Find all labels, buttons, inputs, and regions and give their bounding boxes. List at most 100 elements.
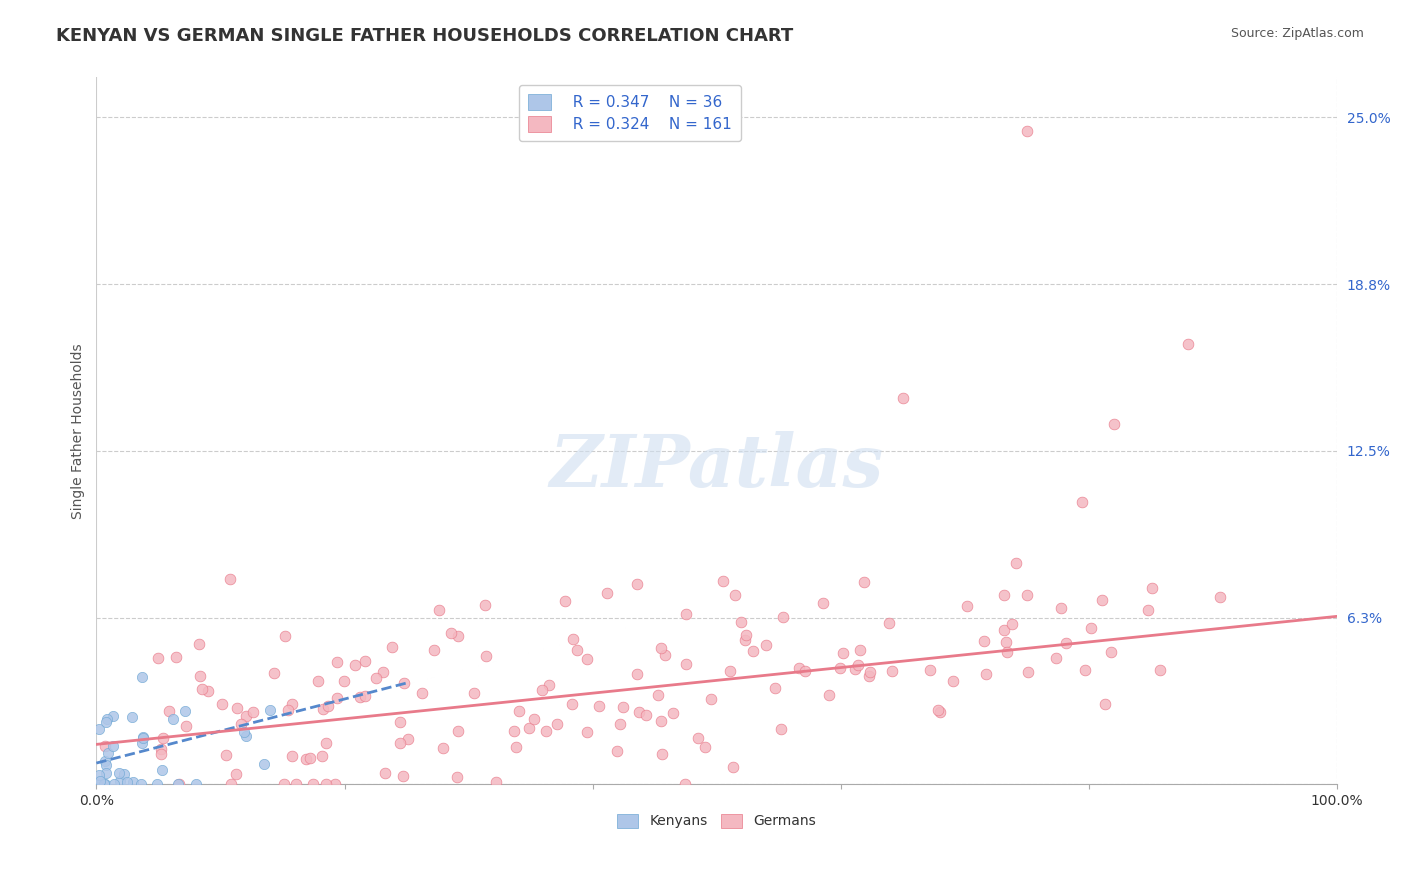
Germans	[174, 719, 197, 733]
Germans	[1050, 600, 1073, 615]
Legend: Kenyans, Germans: Kenyans, Germans	[612, 808, 821, 834]
Kenyans	[96, 712, 118, 726]
Kenyans	[112, 767, 135, 781]
Germans	[354, 689, 377, 703]
Germans	[700, 692, 723, 706]
Germans	[446, 723, 468, 738]
Text: KENYAN VS GERMAN SINGLE FATHER HOUSEHOLDS CORRELATION CHART: KENYAN VS GERMAN SINGLE FATHER HOUSEHOLD…	[56, 27, 793, 45]
Germans	[165, 650, 187, 665]
Germans	[157, 704, 180, 718]
Germans	[818, 688, 841, 702]
Germans	[315, 736, 337, 750]
Germans	[628, 705, 651, 719]
Kenyans	[96, 758, 118, 772]
Kenyans	[96, 765, 118, 780]
Germans	[772, 610, 794, 624]
Germans	[299, 751, 322, 765]
Germans	[446, 770, 468, 784]
Kenyans	[89, 774, 111, 789]
Kenyans	[97, 746, 120, 760]
Germans	[150, 741, 173, 756]
Germans	[221, 777, 243, 791]
Germans	[225, 701, 247, 715]
Germans	[301, 777, 323, 791]
Germans	[191, 681, 214, 696]
Germans	[284, 777, 307, 791]
Germans	[1015, 588, 1038, 602]
Germans	[281, 698, 304, 712]
Germans	[688, 731, 710, 746]
Germans	[391, 769, 413, 783]
Germans	[316, 698, 339, 713]
Kenyans	[233, 725, 256, 739]
Kenyans	[162, 712, 184, 726]
Germans	[877, 615, 900, 630]
Germans	[536, 723, 558, 738]
Germans	[849, 643, 872, 657]
Germans	[326, 655, 349, 669]
Germans	[647, 688, 669, 702]
Kenyans	[121, 709, 143, 723]
Germans	[463, 686, 485, 700]
Germans	[381, 640, 404, 655]
Kenyans	[103, 739, 125, 753]
Kenyans	[150, 764, 173, 778]
Kenyans	[103, 709, 125, 723]
Kenyans	[94, 714, 117, 729]
Germans	[150, 747, 173, 762]
Germans	[723, 760, 745, 774]
Kenyans	[94, 777, 117, 791]
Germans	[225, 767, 247, 781]
Germans	[882, 664, 904, 678]
Germans	[626, 667, 648, 681]
Germans	[561, 697, 583, 711]
Germans	[626, 576, 648, 591]
Germans	[675, 607, 697, 622]
Germans	[576, 725, 599, 739]
Germans	[392, 676, 415, 690]
Germans	[859, 665, 882, 680]
Germans	[634, 708, 657, 723]
Kenyans	[146, 777, 169, 791]
Germans	[844, 662, 866, 676]
Germans	[993, 588, 1015, 602]
Germans	[531, 683, 554, 698]
Germans	[1136, 603, 1159, 617]
Germans	[388, 714, 411, 729]
Kenyans	[259, 703, 281, 717]
Germans	[277, 703, 299, 717]
Germans	[546, 717, 568, 731]
Text: ZIPatlas: ZIPatlas	[550, 431, 884, 502]
Germans	[447, 629, 470, 643]
Germans	[793, 664, 815, 678]
Germans	[891, 391, 914, 405]
Germans	[830, 661, 852, 675]
Germans	[281, 749, 304, 764]
Germans	[755, 638, 778, 652]
Kenyans	[115, 775, 138, 789]
Kenyans	[87, 768, 110, 782]
Germans	[371, 665, 394, 680]
Germans	[167, 777, 190, 791]
Germans	[735, 627, 758, 641]
Germans	[242, 706, 264, 720]
Germans	[188, 637, 211, 651]
Germans	[508, 705, 530, 719]
Germans	[215, 748, 238, 763]
Germans	[307, 673, 329, 688]
Germans	[956, 599, 979, 614]
Kenyans	[131, 670, 153, 684]
Germans	[343, 657, 366, 672]
Germans	[1045, 651, 1067, 665]
Germans	[502, 723, 524, 738]
Germans	[505, 739, 527, 754]
Germans	[274, 629, 297, 643]
Germans	[263, 665, 285, 680]
Germans	[929, 705, 952, 719]
Germans	[995, 645, 1018, 659]
Kenyans	[132, 730, 155, 744]
Germans	[1149, 663, 1171, 677]
Germans	[537, 678, 560, 692]
Germans	[973, 633, 995, 648]
Germans	[920, 663, 942, 677]
